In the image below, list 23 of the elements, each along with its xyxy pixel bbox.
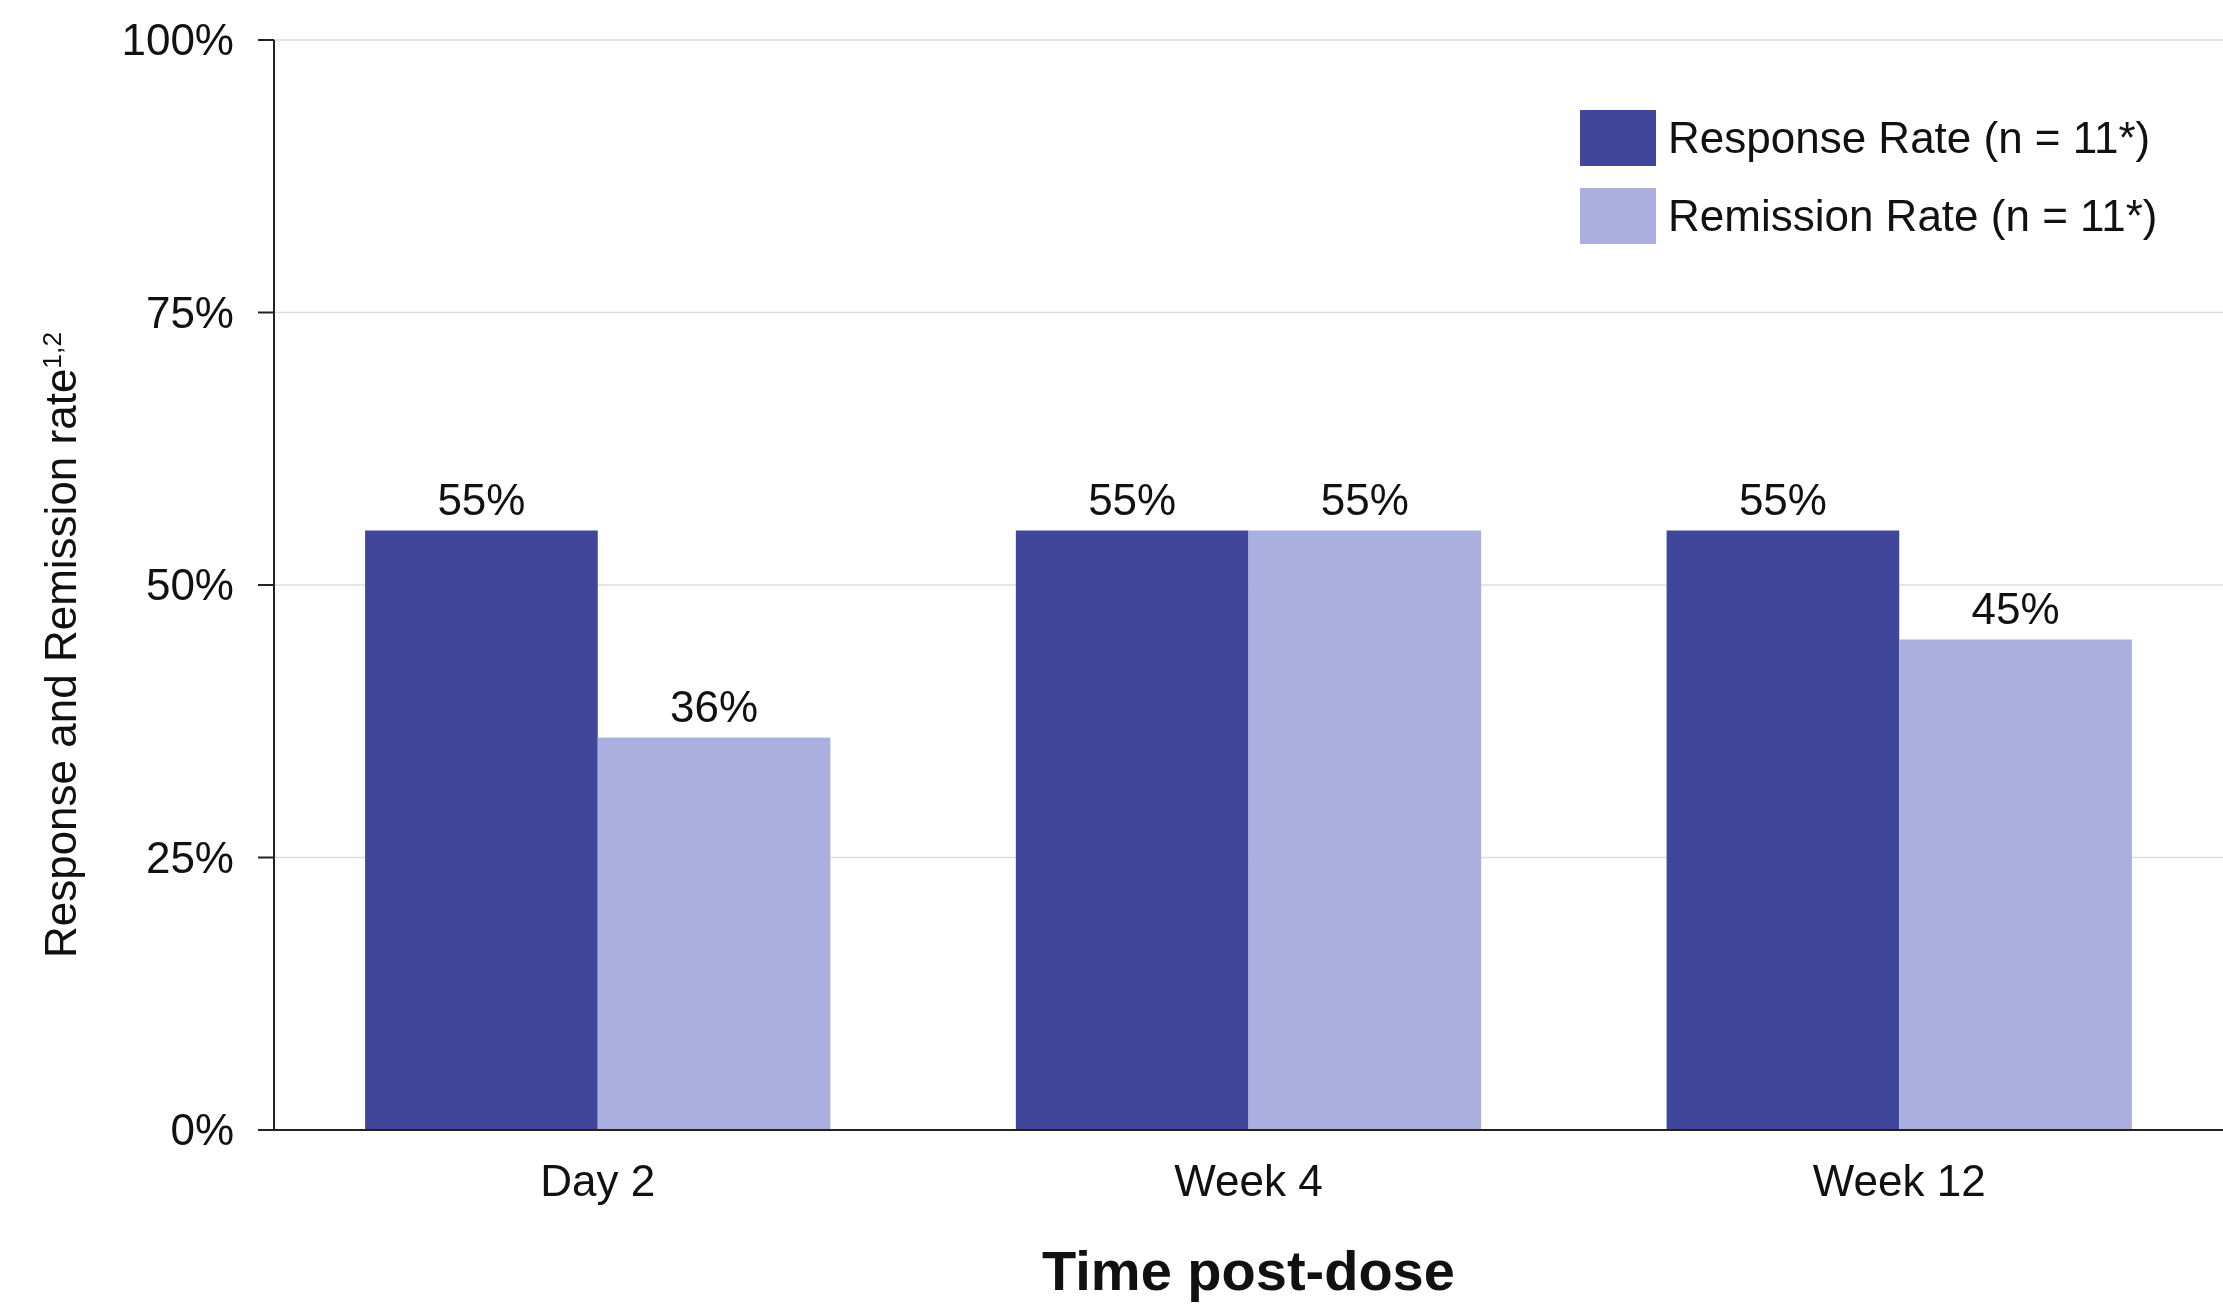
data-label: 36% (670, 681, 759, 731)
bar (1666, 530, 1900, 1130)
x-tick-label: Day 2 (540, 1156, 656, 1205)
data-label: 55% (1320, 474, 1409, 524)
y-tick-label: 0% (170, 1105, 234, 1155)
bar (1248, 530, 1482, 1130)
x-tick-label: Week 12 (1812, 1156, 1986, 1205)
legend-label: Response Rate (n = 11*) (1668, 113, 2151, 163)
bar (365, 530, 598, 1130)
y-tick-label: 100% (121, 15, 234, 65)
data-label: 55% (1088, 474, 1177, 524)
legend-label: Remission Rate (n = 11*) (1668, 191, 2158, 241)
data-label: 45% (1971, 583, 2060, 633)
data-label: 55% (437, 474, 526, 524)
y-tick-label: 75% (145, 287, 234, 337)
data-label: 55% (1738, 474, 1827, 524)
x-tick-label: Week 4 (1174, 1156, 1323, 1205)
bar (1899, 639, 2132, 1130)
x-axis-title: Time post-dose (1042, 1239, 1455, 1302)
y-tick-label: 50% (145, 560, 234, 610)
bar (597, 737, 831, 1130)
bar (1015, 530, 1249, 1130)
y-tick-label: 25% (145, 832, 234, 882)
